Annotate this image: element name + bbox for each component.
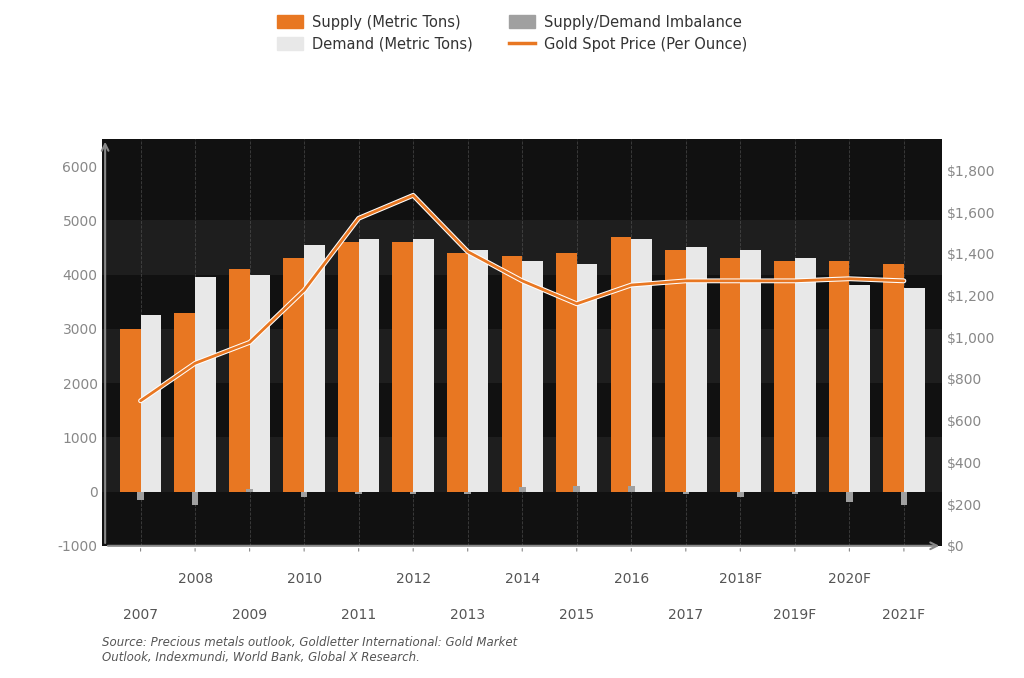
Bar (229, 269, 250, 492)
Text: 2017: 2017 (669, 607, 703, 622)
Bar (447, 253, 468, 492)
Legend: Supply (Metric Tons), Demand (Metric Tons), Supply/Demand Imbalance, Gold Spot P: Supply (Metric Tons), Demand (Metric Ton… (269, 7, 755, 59)
Text: 2011: 2011 (341, 607, 376, 622)
Bar (247, 489, 253, 492)
Bar (737, 492, 743, 497)
Bar (610, 237, 631, 492)
Text: 2008: 2008 (177, 572, 213, 586)
Bar (846, 492, 853, 502)
Bar (522, 261, 543, 492)
Bar (556, 253, 577, 492)
Bar (666, 250, 686, 492)
Text: 2007: 2007 (123, 607, 158, 622)
Bar (338, 242, 358, 492)
Bar (304, 245, 325, 492)
Bar (904, 288, 925, 492)
Bar (849, 285, 870, 492)
Bar (102, 166, 942, 220)
Bar (792, 492, 798, 494)
Bar (465, 492, 471, 494)
Bar (250, 275, 270, 492)
Bar (502, 256, 522, 492)
Bar (410, 492, 417, 494)
Bar (102, 492, 942, 546)
Text: Source: Precious metals outlook, Goldletter International: Gold Market
Outlook, : Source: Precious metals outlook, Goldlet… (102, 637, 518, 664)
Text: 2009: 2009 (232, 607, 267, 622)
Bar (686, 247, 707, 492)
Bar (519, 487, 525, 492)
Bar (883, 264, 904, 492)
Bar (795, 258, 815, 492)
Text: 2016: 2016 (613, 572, 649, 586)
Text: 2021F: 2021F (883, 607, 926, 622)
Bar (392, 242, 414, 492)
Bar (683, 492, 689, 494)
Text: 2019F: 2019F (773, 607, 816, 622)
Text: 2013: 2013 (451, 607, 485, 622)
Bar (468, 250, 488, 492)
Bar (628, 486, 635, 492)
Bar (102, 220, 942, 275)
Bar (573, 486, 580, 492)
Bar (901, 492, 907, 505)
Bar (102, 437, 942, 492)
Bar (102, 329, 942, 383)
Bar (631, 239, 652, 492)
Bar (828, 261, 849, 492)
Bar (358, 239, 379, 492)
Text: 2020F: 2020F (827, 572, 870, 586)
Text: 2010: 2010 (287, 572, 322, 586)
Bar (191, 492, 199, 505)
Bar (137, 492, 143, 500)
Bar (740, 250, 761, 492)
Bar (284, 258, 304, 492)
Text: 2012: 2012 (395, 572, 431, 586)
Text: 2018F: 2018F (719, 572, 762, 586)
Bar (102, 275, 942, 329)
Bar (301, 492, 307, 497)
Bar (174, 313, 196, 492)
Bar (196, 277, 216, 492)
Bar (355, 492, 361, 494)
Bar (720, 258, 740, 492)
Text: 2015: 2015 (559, 607, 594, 622)
Bar (140, 315, 162, 492)
Bar (414, 239, 434, 492)
Bar (120, 329, 140, 492)
Text: 2014: 2014 (505, 572, 540, 586)
Bar (774, 261, 795, 492)
Bar (102, 383, 942, 437)
Bar (577, 264, 597, 492)
